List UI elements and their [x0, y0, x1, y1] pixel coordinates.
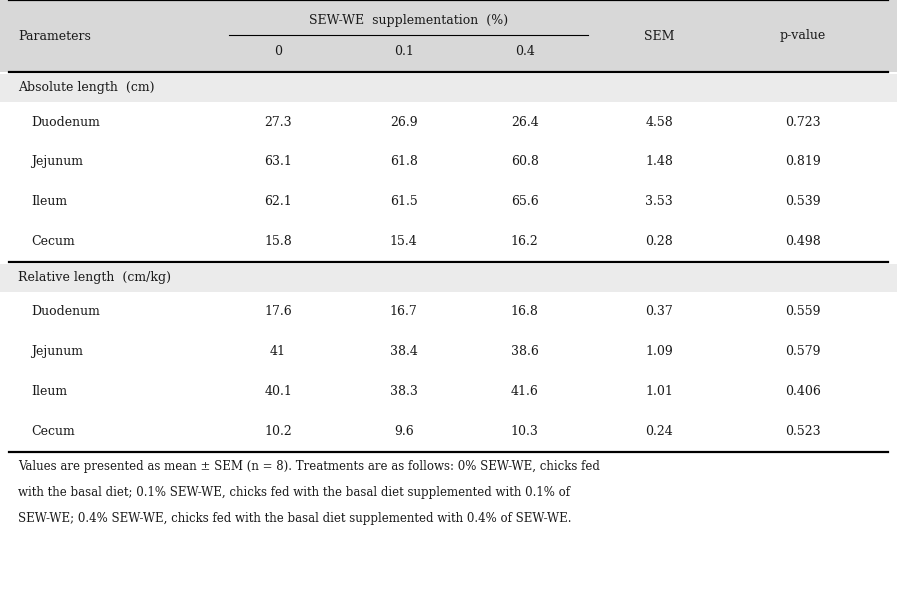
- Text: with the basal diet; 0.1% SEW-WE, chicks fed with the basal diet supplemented wi: with the basal diet; 0.1% SEW-WE, chicks…: [18, 486, 570, 499]
- Text: 0.523: 0.523: [785, 425, 821, 438]
- Text: 0.1: 0.1: [394, 46, 414, 58]
- Text: Values are presented as mean ± SEM (n = 8). Treatments are as follows: 0% SEW-WE: Values are presented as mean ± SEM (n = …: [18, 460, 600, 473]
- Text: 38.4: 38.4: [389, 346, 418, 358]
- Text: Parameters: Parameters: [18, 29, 91, 43]
- Text: 0.37: 0.37: [646, 305, 673, 319]
- Text: 41.6: 41.6: [510, 386, 539, 398]
- Text: Jejunum: Jejunum: [31, 346, 83, 358]
- Text: 17.6: 17.6: [265, 305, 292, 319]
- Bar: [0, 0, 897, 72]
- Text: Absolute length  (cm): Absolute length (cm): [18, 81, 154, 95]
- Text: Duodenum: Duodenum: [31, 305, 100, 319]
- Text: 3.53: 3.53: [646, 195, 673, 208]
- Text: 10.2: 10.2: [265, 425, 292, 438]
- Text: 0.539: 0.539: [785, 195, 821, 208]
- Text: 16.7: 16.7: [390, 305, 417, 319]
- Text: 0.819: 0.819: [785, 156, 821, 168]
- Text: 40.1: 40.1: [264, 386, 292, 398]
- Bar: [0, 264, 897, 292]
- Text: 61.5: 61.5: [390, 195, 417, 208]
- Text: 4.58: 4.58: [646, 116, 673, 129]
- Text: Cecum: Cecum: [31, 425, 75, 438]
- Text: 61.8: 61.8: [389, 156, 418, 168]
- Text: Ileum: Ileum: [31, 386, 67, 398]
- Text: 1.01: 1.01: [645, 386, 674, 398]
- Text: 0.24: 0.24: [646, 425, 673, 438]
- Text: SEW-WE  supplementation  (%): SEW-WE supplementation (%): [309, 14, 508, 27]
- Text: 26.4: 26.4: [511, 116, 538, 129]
- Text: 38.6: 38.6: [510, 346, 539, 358]
- Text: 0.28: 0.28: [646, 235, 673, 249]
- Text: 9.6: 9.6: [394, 425, 414, 438]
- Text: 27.3: 27.3: [265, 116, 292, 129]
- Text: 15.8: 15.8: [265, 235, 292, 249]
- Text: 16.8: 16.8: [510, 305, 539, 319]
- Text: 0.498: 0.498: [785, 235, 821, 249]
- Text: 63.1: 63.1: [264, 156, 292, 168]
- Text: 0.559: 0.559: [785, 305, 821, 319]
- Text: 1.09: 1.09: [646, 346, 673, 358]
- Text: 10.3: 10.3: [510, 425, 539, 438]
- Text: SEW-WE; 0.4% SEW-WE, chicks fed with the basal diet supplemented with 0.4% of SE: SEW-WE; 0.4% SEW-WE, chicks fed with the…: [18, 512, 571, 525]
- Text: 0.723: 0.723: [785, 116, 821, 129]
- Text: Cecum: Cecum: [31, 235, 75, 249]
- Text: 0.4: 0.4: [515, 46, 535, 58]
- Text: 15.4: 15.4: [390, 235, 417, 249]
- Text: 26.9: 26.9: [390, 116, 417, 129]
- Text: 1.48: 1.48: [645, 156, 674, 168]
- Text: Relative length  (cm/kg): Relative length (cm/kg): [18, 271, 171, 285]
- Text: 16.2: 16.2: [511, 235, 538, 249]
- Text: p-value: p-value: [779, 29, 826, 43]
- Text: 65.6: 65.6: [511, 195, 538, 208]
- Text: 0.579: 0.579: [785, 346, 821, 358]
- Text: 0.406: 0.406: [785, 386, 821, 398]
- Text: 62.1: 62.1: [265, 195, 292, 208]
- Text: 38.3: 38.3: [389, 386, 418, 398]
- Text: Duodenum: Duodenum: [31, 116, 100, 129]
- Text: 41: 41: [270, 346, 286, 358]
- Text: Jejunum: Jejunum: [31, 156, 83, 168]
- Text: Ileum: Ileum: [31, 195, 67, 208]
- Text: 0: 0: [274, 46, 282, 58]
- Bar: [0, 74, 897, 102]
- Text: SEM: SEM: [644, 29, 675, 43]
- Text: 60.8: 60.8: [510, 156, 539, 168]
